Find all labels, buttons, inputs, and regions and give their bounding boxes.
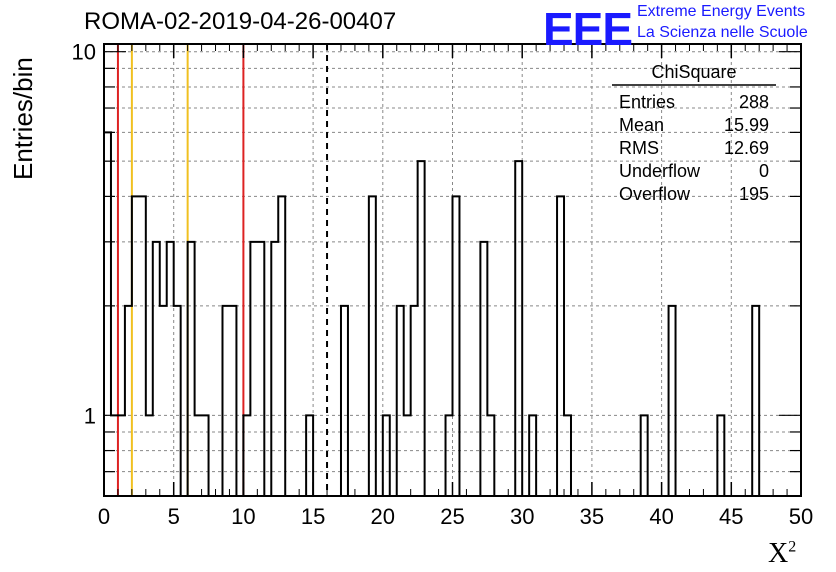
eee-logo: EEE <box>543 3 633 55</box>
y-axis-label: Entries/bin <box>8 57 38 180</box>
x-tick-label: 20 <box>371 504 395 529</box>
stats-row-value: 195 <box>739 184 769 204</box>
stats-box: ChiSquare Entries 288 Mean 15.99 RMS 12.69 Unde… <box>612 62 776 204</box>
y-tick-label: 1 <box>84 403 96 428</box>
x-tick-label: 40 <box>649 504 673 529</box>
y-tick-label: 10 <box>72 40 96 65</box>
histogram-step-line <box>103 131 774 497</box>
x-tick-label: 45 <box>719 504 743 529</box>
x-tick-label: 25 <box>440 504 464 529</box>
x-tick-label: 30 <box>510 504 534 529</box>
chart-title: ROMA-02-2019-04-26-00407 <box>84 8 397 35</box>
stats-row-value: 288 <box>739 92 769 112</box>
axis-ticks <box>103 44 802 497</box>
x-tick-label: 15 <box>301 504 325 529</box>
axis-tick-labels: 0 5 10 15 20 25 30 35 40 45 50 1 10 <box>72 40 814 529</box>
stats-row-value: 15.99 <box>724 115 769 135</box>
stats-row-label: Overflow <box>619 184 691 204</box>
x-axis-label-base: X <box>768 538 789 569</box>
stats-row-value: 0 <box>759 161 769 181</box>
stats-row-label: RMS <box>619 138 659 158</box>
x-tick-label: 35 <box>580 504 604 529</box>
stats-row-label: Mean <box>619 115 664 135</box>
x-axis-label: X2 <box>768 538 796 570</box>
x-tick-label: 5 <box>168 504 180 529</box>
logo-tagline-2: La Scienza nelle Scuole <box>637 24 808 41</box>
x-tick-label: 0 <box>98 504 110 529</box>
logo-tagline-1: Extreme Energy Events <box>637 3 806 20</box>
x-axis-label-sup: 2 <box>788 538 797 556</box>
x-tick-label: 10 <box>231 504 255 529</box>
stats-row-label: Entries <box>619 92 675 112</box>
stats-box-title: ChiSquare <box>651 62 736 82</box>
stats-row-label: Underflow <box>619 161 701 181</box>
stats-row-value: 12.69 <box>724 138 769 158</box>
x-tick-label: 50 <box>789 504 813 529</box>
